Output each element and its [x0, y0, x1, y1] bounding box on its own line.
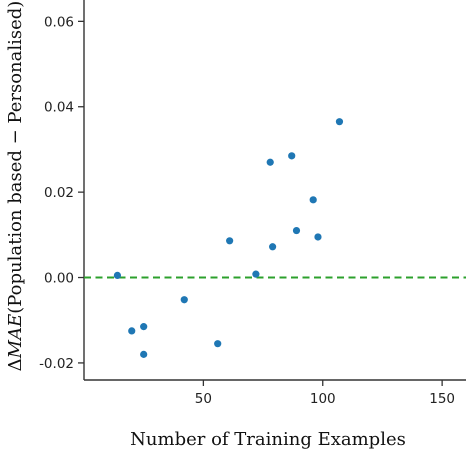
data-point — [128, 327, 136, 335]
data-point — [226, 237, 234, 245]
svg-text:ΔMAE(Population based − Person: ΔMAE(Population based − Personalised) — [5, 1, 26, 372]
data-point — [252, 270, 260, 278]
x-tick-label: 150 — [429, 391, 455, 407]
data-point — [288, 152, 296, 160]
y-tick-label: 0.06 — [44, 14, 74, 30]
data-point — [113, 271, 122, 279]
data-point — [269, 243, 277, 251]
data-point — [266, 158, 274, 166]
data-point — [180, 296, 188, 304]
y-axis-title-rest: (Population based − Personalised) — [5, 1, 26, 314]
data-point — [314, 233, 322, 241]
data-point — [140, 350, 148, 358]
y-tick-label: -0.02 — [39, 356, 74, 372]
y-tick-label: 0.02 — [44, 185, 74, 201]
data-point — [309, 196, 317, 204]
data-point — [214, 340, 222, 348]
y-tick-label: 0.04 — [44, 100, 74, 116]
data-point — [335, 118, 344, 126]
data-point — [140, 323, 148, 331]
x-tick-label: 50 — [195, 391, 212, 407]
x-axis-title: Number of Training Examples — [130, 429, 406, 450]
y-axis-title: ΔMAE(Population based − Personalised) — [5, 1, 26, 372]
x-tick-label: 100 — [310, 391, 336, 407]
y-axis-title-mae: MAE — [5, 314, 26, 360]
y-tick-label: 0.00 — [44, 271, 74, 287]
y-axis-title-delta: Δ — [5, 358, 26, 371]
data-point — [292, 226, 301, 235]
